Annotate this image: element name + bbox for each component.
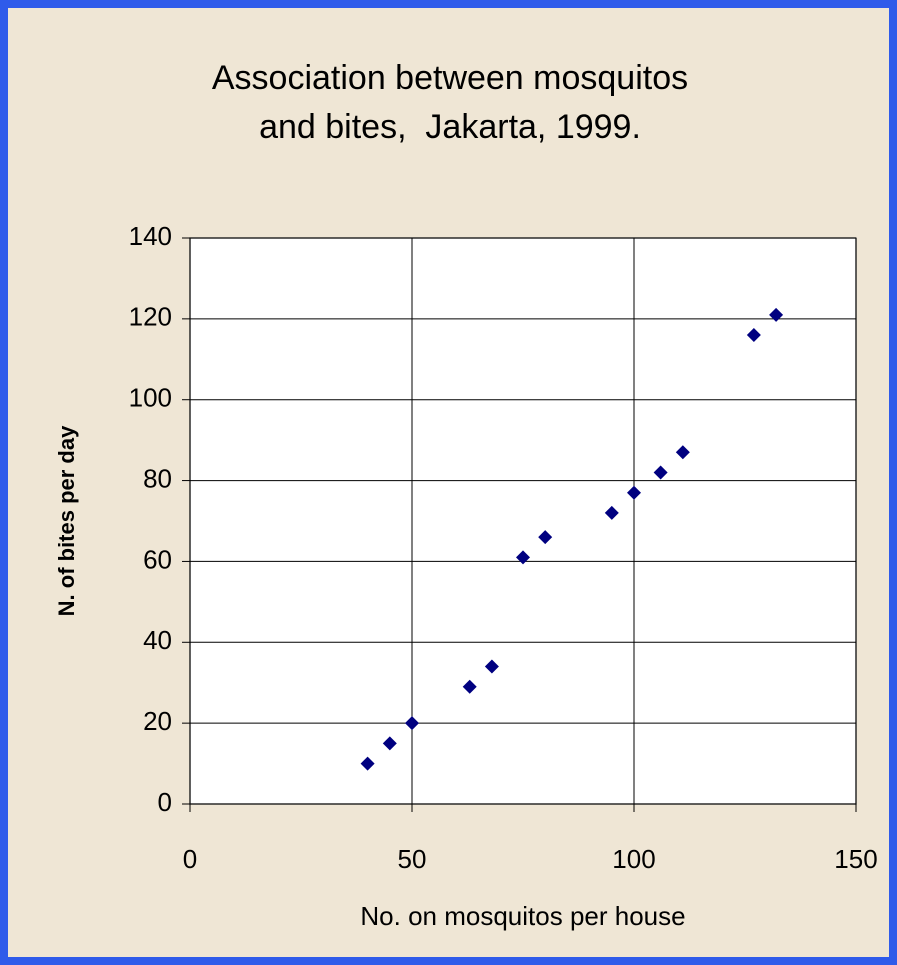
y-tick-label: 140 [129,221,172,251]
y-tick-label: 0 [158,787,172,817]
point [653,465,668,480]
y-tick-label: 120 [129,302,172,332]
y-tick-label: 20 [143,706,172,736]
point [516,550,530,565]
point [746,328,761,343]
point [462,679,477,694]
point [382,736,397,751]
x-tick-label: 150 [834,844,877,874]
point [627,485,641,500]
point [675,445,690,460]
chart-title: and bites, Jakarta, 1999. [259,108,641,146]
point [360,756,375,771]
y-tick-label: 80 [143,463,172,493]
x-tick-label: 0 [183,844,197,874]
x-tick-label: 50 [398,844,427,874]
chart-title: Association between mosquitos [212,59,688,97]
point [604,505,619,520]
point [484,659,499,674]
point [769,307,784,322]
x-tick-label: 100 [612,844,655,874]
x-axis-label: No. on mosquitos per house [360,901,685,931]
y-tick-label: 100 [129,383,172,413]
y-axis-label: N. of bites per day [54,425,79,616]
plot-area [189,237,857,805]
y-tick-label: 60 [143,544,172,574]
point [538,530,553,545]
point [405,716,419,731]
y-tick-label: 40 [143,625,172,655]
